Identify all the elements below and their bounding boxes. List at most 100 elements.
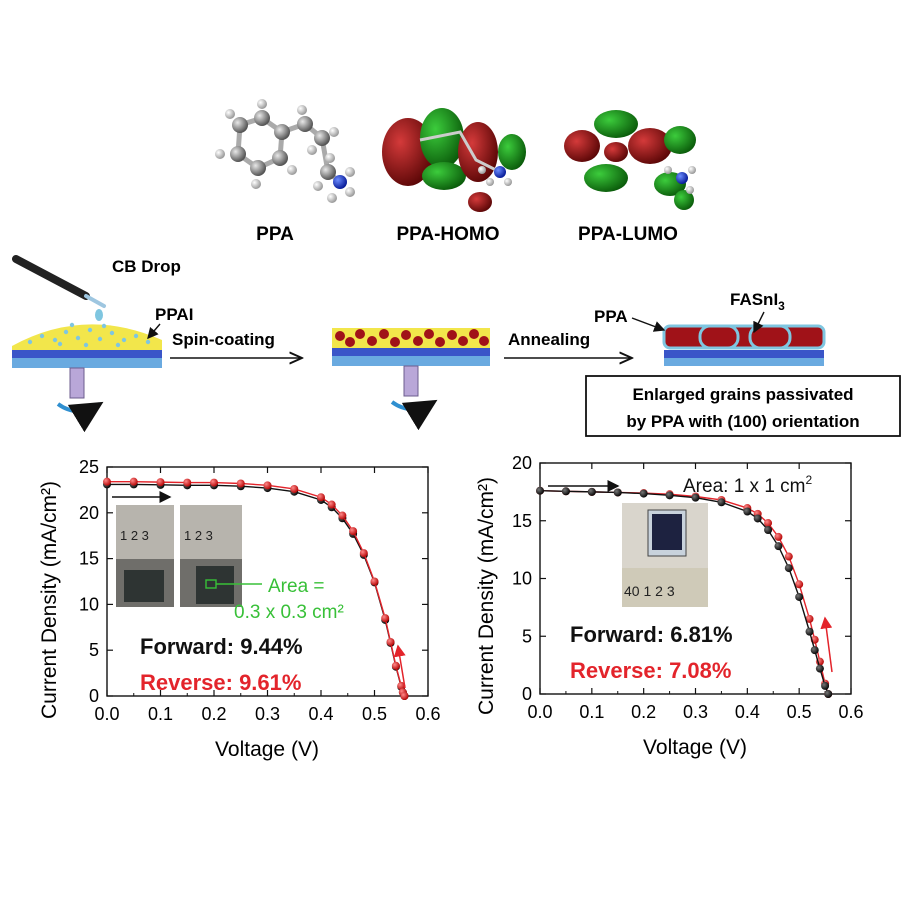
data-point-reverse [774, 532, 783, 541]
x-tick-label: 0.4 [735, 702, 760, 722]
ruler-strip-2 [180, 505, 242, 559]
data-point-reverse [210, 478, 218, 487]
device-2 [196, 566, 234, 604]
ppa-pointer [631, 317, 666, 332]
y-tick-label: 20 [512, 453, 532, 473]
x-axis-label: Voltage (V) [643, 736, 747, 759]
data-point-reverse [795, 580, 804, 589]
molecule-label-ppa-lumo: PPA-LUMO [578, 224, 678, 245]
step2-label: Annealing [508, 330, 590, 349]
data-point-reverse [397, 681, 406, 690]
data-point-reverse [386, 637, 395, 646]
molecule-ppa-homo [382, 108, 526, 212]
data-point-reverse [805, 614, 814, 623]
fasni3-pointer [753, 311, 765, 334]
data-point-reverse [263, 481, 272, 490]
ruler-scale-2: 1 2 3 [184, 528, 213, 543]
x-tick-label: 0.3 [683, 702, 708, 722]
data-point-reverse [370, 577, 379, 586]
data-point-forward [805, 627, 814, 636]
data-point-forward [536, 486, 544, 495]
data-point-reverse [129, 477, 138, 486]
substrate-step2 [332, 328, 490, 431]
y-tick-label: 0 [522, 684, 532, 704]
y-tick-label: 15 [79, 549, 99, 569]
data-point-reverse [381, 614, 390, 623]
jv-chart-large-area: 0.0 0.1 0.2 0.3 0.4 0.5 0.6 0 5 10 15 20 40 1 2 3 A… [475, 453, 864, 759]
data-point-forward [774, 542, 783, 551]
x-axis-label: Voltage (V) [215, 738, 319, 761]
substrate-step1 [12, 322, 162, 433]
data-point-reverse [290, 484, 299, 493]
data-point-forward [717, 498, 726, 507]
data-point-forward [691, 493, 700, 502]
x-tick-label: 0.0 [94, 704, 119, 724]
data-point-reverse [327, 500, 336, 509]
caption-box: Enlarged grains passivated by PPA with (… [585, 375, 901, 437]
reverse-scan-arrow [820, 616, 833, 673]
ppa-label: PPA [594, 307, 628, 326]
x-tick-label: 0.3 [255, 704, 280, 724]
caption-line-1: Enlarged grains passivated [632, 385, 853, 404]
data-point-reverse [391, 661, 400, 670]
x-tick-label: 0.4 [308, 704, 333, 724]
device-1 [124, 570, 164, 602]
y-tick-label: 0 [89, 686, 99, 706]
x-tick-label: 0.6 [838, 702, 863, 722]
data-point-reverse [359, 549, 368, 558]
ppai-label: PPAI [155, 305, 193, 324]
data-point-reverse [317, 493, 325, 502]
ruler-strip [622, 568, 708, 607]
y-axis-label: Current Density (mA/cm²) [38, 481, 61, 719]
data-point-forward [821, 681, 830, 690]
data-point-forward [753, 514, 762, 523]
area-annotation: Area = [268, 576, 325, 597]
jv-chart-small-area: 0.0 0.1 0.2 0.3 0.4 0.5 0.6 0 5 10 15 20 25 1 2 3 1 … [38, 457, 441, 761]
data-point-forward [561, 487, 570, 496]
data-point-forward [810, 646, 819, 655]
data-point-forward [784, 564, 793, 573]
reverse-scan-arrow [393, 644, 406, 689]
x-tick-label: 0.1 [148, 704, 173, 724]
area-annotation: Area: 1 x 1 cm2 [683, 473, 813, 497]
data-point-reverse [349, 527, 358, 536]
data-point-forward [743, 507, 752, 516]
data-point-reverse [784, 552, 793, 561]
y-tick-label: 20 [79, 503, 99, 523]
device-active-area [652, 514, 682, 550]
data-point-reverse [183, 478, 192, 487]
series-line-reverse [107, 480, 406, 697]
molecule-ppa-lumo [564, 110, 696, 210]
caption-line-2: by PPA with (100) orientation [626, 412, 859, 431]
molecule-label-ppa-homo: PPA-HOMO [396, 224, 499, 245]
data-point-forward [795, 592, 804, 601]
device-photo-insets: 1 2 3 1 2 3 [116, 505, 262, 607]
device-photo-inset: 40 1 2 3 [622, 503, 708, 607]
y-axis-label: Current Density (mA/cm²) [475, 477, 498, 715]
x-tick-label: 0.5 [362, 704, 387, 724]
data-point-forward [764, 525, 773, 534]
y-tick-label: 15 [512, 511, 532, 531]
intermediate-grains [335, 329, 489, 347]
fasni3-label: FASnI3 [730, 290, 785, 313]
x-tick-label: 0.5 [787, 702, 812, 722]
reverse-efficiency-label: Reverse: 9.61% [140, 670, 301, 695]
data-point-reverse [764, 519, 773, 528]
ruler-strip-1 [116, 505, 174, 559]
data-point-reverse [236, 479, 245, 488]
y-tick-label: 10 [79, 594, 99, 614]
x-tick-label: 0.1 [579, 702, 604, 722]
y-tick-label: 5 [522, 626, 532, 646]
area-annotation-value: 0.3 x 0.3 cm² [234, 602, 344, 623]
data-point-forward [824, 690, 833, 698]
y-tick-label: 5 [89, 640, 99, 660]
data-point-reverse [103, 477, 111, 486]
reverse-efficiency-label: Reverse: 7.08% [570, 658, 731, 683]
data-point-reverse [338, 511, 347, 520]
ruler-scale-1: 1 2 3 [120, 528, 149, 543]
data-point-reverse [156, 478, 165, 487]
data-point-reverse [400, 692, 409, 700]
forward-efficiency-label: Forward: 6.81% [570, 622, 733, 647]
y-tick-label: 25 [79, 457, 99, 477]
molecule-label-ppa: PPA [256, 224, 294, 245]
